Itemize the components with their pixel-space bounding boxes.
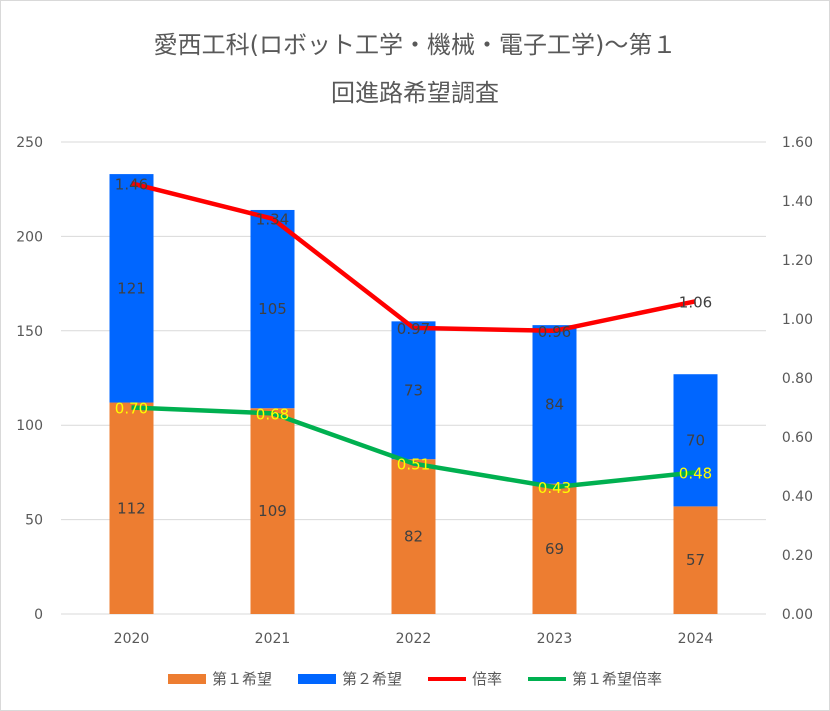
line-data-label: 0.68 [256, 405, 289, 423]
chart-title-line2: 回進路希望調査 [331, 79, 499, 107]
legend-swatch [297, 673, 336, 684]
legend-item: 倍率 [428, 668, 502, 689]
legend-label: 第１希望倍率 [572, 670, 663, 688]
legend-swatch [528, 676, 567, 681]
bar-data-label: 73 [404, 381, 423, 399]
bar-data-label: 82 [404, 528, 423, 546]
line-data-label: 0.70 [115, 400, 148, 418]
bar-第２希望 [391, 321, 436, 460]
bar-data-label: 109 [258, 502, 287, 520]
legend-item: 第１希望倍率 [528, 668, 662, 689]
bar-第２希望 [532, 325, 577, 484]
y2-tick-label: 0.40 [782, 489, 813, 505]
bar-第２希望 [673, 374, 718, 507]
bar-第１希望 [391, 459, 436, 614]
chart-title-line1: 愛西工科(ロボット工学・機械・電子工学)～第１ [153, 31, 677, 59]
y2-tick-label: 1.60 [782, 135, 813, 151]
bar-data-label: 70 [686, 431, 705, 449]
line-data-label: 0.43 [538, 479, 571, 497]
y2-tick-label: 0.20 [782, 548, 813, 564]
y-tick-label: 150 [16, 324, 43, 340]
line-data-label: 0.96 [538, 323, 571, 341]
bar-data-label: 84 [545, 395, 564, 413]
x-tick-label: 2022 [396, 631, 432, 647]
bar-第２希望 [109, 174, 154, 403]
legend-item: 第２希望 [297, 668, 402, 689]
y-tick-label: 50 [25, 513, 43, 529]
y2-tick-label: 0.00 [782, 607, 813, 623]
bar-第１希望 [673, 506, 718, 614]
x-tick-label: 2024 [678, 631, 714, 647]
x-tick-label: 2021 [255, 631, 291, 647]
bar-第１希望 [532, 483, 577, 614]
bar-第１希望 [109, 402, 154, 614]
line-data-label: 0.48 [679, 464, 712, 482]
legend-swatch [428, 676, 466, 681]
bar-第２希望 [250, 209, 295, 409]
legend-swatch [167, 673, 206, 684]
legend: 第１希望 第２希望 倍率 第１希望倍率 [1, 668, 829, 689]
y2-tick-label: 0.80 [782, 371, 813, 387]
bar-data-label: 121 [117, 279, 146, 297]
y2-tick-label: 1.20 [782, 253, 813, 269]
bar-data-label: 69 [545, 540, 564, 558]
x-tick-label: 2023 [537, 631, 573, 647]
legend-label: 倍率 [472, 670, 503, 688]
y-tick-label: 250 [16, 135, 43, 151]
x-tick-label: 2020 [114, 631, 150, 647]
line-data-label: 1.06 [679, 293, 712, 311]
line-data-label: 1.46 [115, 175, 148, 193]
y-tick-label: 200 [16, 229, 43, 245]
legend-label: 第２希望 [341, 670, 402, 688]
y-tick-label: 100 [16, 418, 43, 434]
legend-label: 第１希望 [211, 670, 272, 688]
y2-tick-label: 1.00 [782, 312, 813, 328]
line-倍率 [130, 181, 696, 334]
line-data-label: 1.34 [256, 211, 289, 229]
y2-tick-label: 0.60 [782, 430, 813, 446]
line-第１希望倍率 [131, 405, 696, 490]
line-data-label: 0.51 [397, 456, 430, 474]
y2-tick-label: 1.40 [782, 194, 813, 210]
line-data-label: 0.97 [397, 320, 430, 338]
y-tick-label: 0 [34, 607, 43, 623]
legend-item: 第１希望 [167, 668, 272, 689]
bar-data-label: 105 [258, 300, 287, 318]
bar-data-label: 57 [686, 551, 705, 569]
bar-data-label: 112 [117, 499, 146, 517]
bar-第１希望 [250, 408, 295, 614]
